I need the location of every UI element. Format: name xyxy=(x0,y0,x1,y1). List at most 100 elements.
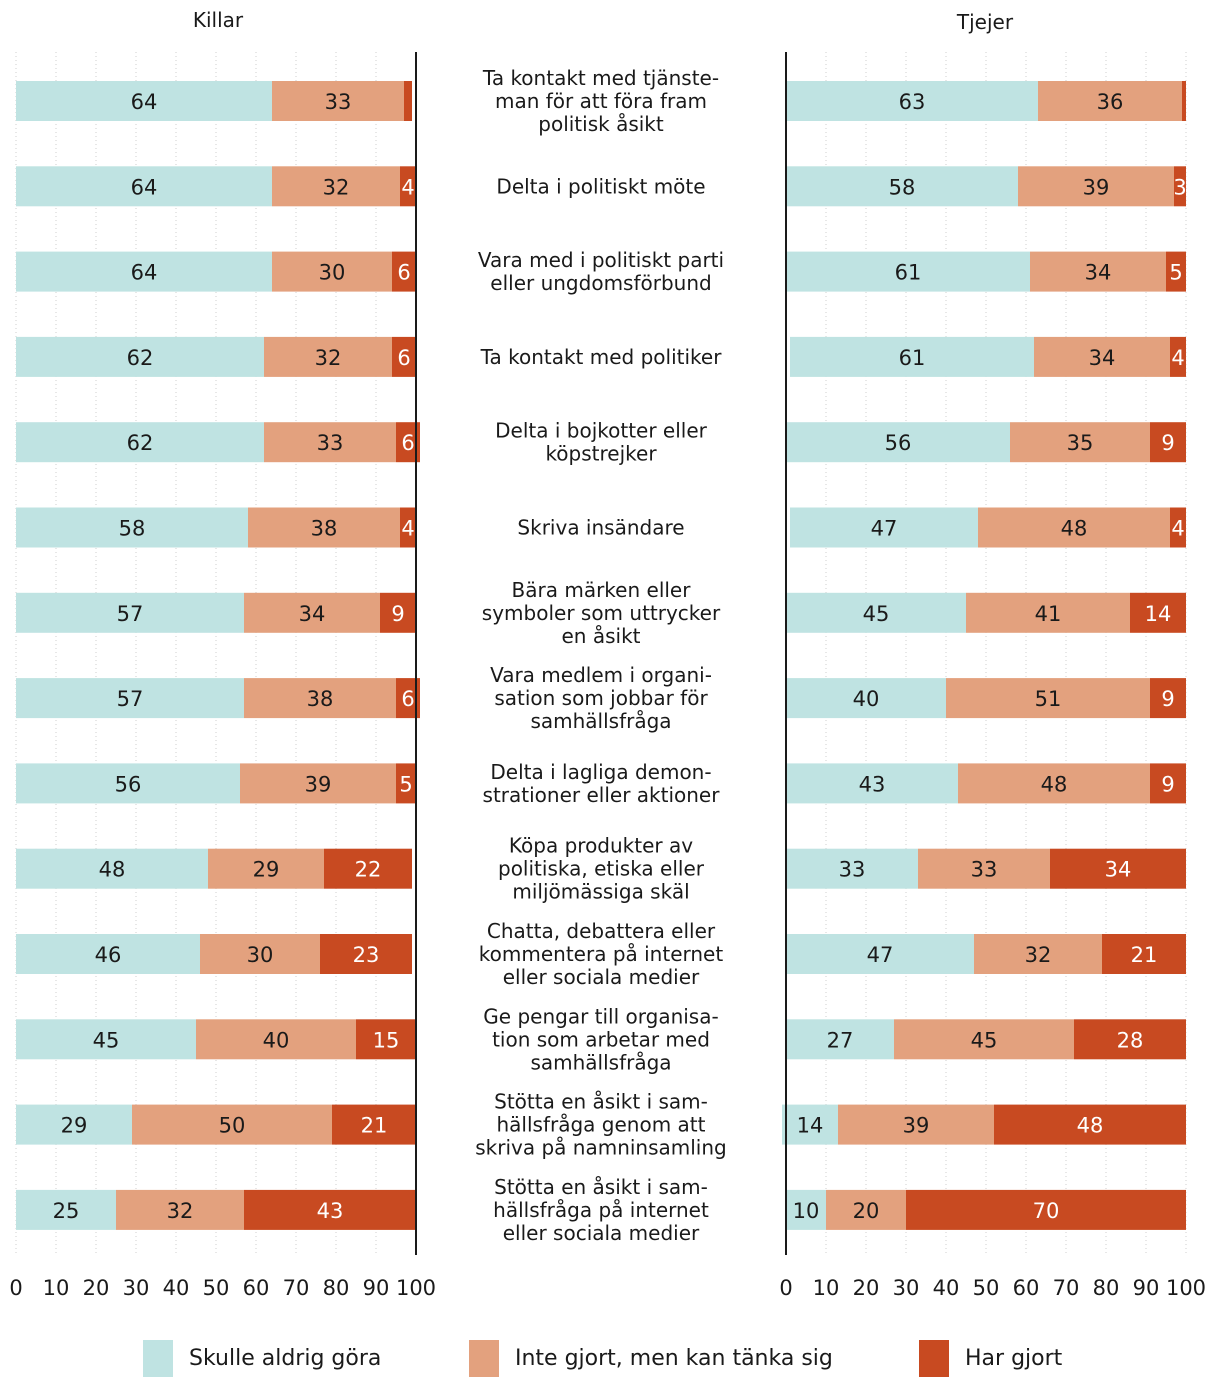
bar-segment xyxy=(16,422,264,463)
data-label: 48 xyxy=(99,858,126,882)
x-tick-label: 20 xyxy=(853,1276,880,1300)
data-label: 33 xyxy=(839,858,866,882)
bar-segment xyxy=(1150,422,1186,463)
x-tick-label: 80 xyxy=(1093,1276,1120,1300)
data-label: 32 xyxy=(315,346,342,370)
category-label: samhällsfråga xyxy=(530,1050,671,1074)
category-label: eller sociala medier xyxy=(503,1221,700,1245)
x-tick-label: 20 xyxy=(83,1276,110,1300)
bar-segment xyxy=(16,251,272,292)
data-label: 29 xyxy=(253,858,280,882)
bar-segment xyxy=(324,848,412,889)
data-label: 38 xyxy=(311,517,338,541)
category-label: Delta i politiskt möte xyxy=(496,174,705,198)
bar-segment xyxy=(396,763,416,804)
bar-segment xyxy=(404,81,412,121)
bar-segment xyxy=(838,1104,994,1145)
category-label: politisk åsikt xyxy=(538,112,664,136)
data-label: 43 xyxy=(859,772,886,796)
data-label: 46 xyxy=(95,943,122,967)
data-label: 48 xyxy=(1061,517,1088,541)
bar-segment xyxy=(16,336,264,377)
x-tick-label: 70 xyxy=(283,1276,310,1300)
data-label: 51 xyxy=(1035,687,1062,711)
data-label: 5 xyxy=(399,772,412,796)
data-label: 70 xyxy=(1033,1199,1060,1223)
data-label: 61 xyxy=(899,346,926,370)
bar-segment xyxy=(786,251,1030,292)
data-label: 57 xyxy=(117,602,144,626)
data-label: 48 xyxy=(1041,772,1068,796)
bar-segment xyxy=(16,934,200,974)
bar-segment xyxy=(790,507,978,548)
data-label: 27 xyxy=(827,1028,854,1052)
category-label: kommentera på internet xyxy=(479,942,724,966)
bar-segment xyxy=(782,1104,838,1145)
data-label: 47 xyxy=(867,943,894,967)
x-tick-label: 50 xyxy=(973,1276,1000,1300)
bar-segment xyxy=(1010,422,1150,463)
x-tick-label: 10 xyxy=(813,1276,840,1300)
data-label: 45 xyxy=(971,1028,998,1052)
bar-segment xyxy=(272,166,400,207)
category-label: Skriva insändare xyxy=(517,516,684,540)
category-label: hällsfråga på internet xyxy=(493,1198,709,1222)
panel-title: Tjejer xyxy=(956,10,1014,34)
bar-segment xyxy=(240,763,396,804)
data-label: 57 xyxy=(117,687,144,711)
category-label: skriva på namninsamling xyxy=(475,1136,727,1160)
bar-segment xyxy=(786,934,974,974)
data-label: 45 xyxy=(93,1028,120,1052)
bar-segment xyxy=(786,1189,826,1230)
data-label: 40 xyxy=(853,687,880,711)
bar-segment xyxy=(392,336,416,377)
legend: Skulle aldrig göra xyxy=(143,1340,381,1377)
x-tick-label: 40 xyxy=(933,1276,960,1300)
x-tick-label: 30 xyxy=(123,1276,150,1300)
data-label: 61 xyxy=(895,261,922,285)
data-label: 21 xyxy=(1131,943,1158,967)
bar-segment xyxy=(918,848,1050,889)
data-label: 38 xyxy=(307,687,334,711)
bar-segment xyxy=(116,1189,244,1230)
data-label: 48 xyxy=(1077,1114,1104,1138)
data-label: 14 xyxy=(797,1114,824,1138)
legend-swatch-could xyxy=(469,1340,499,1377)
bar-segment xyxy=(786,1019,894,1060)
data-label: 30 xyxy=(247,943,274,967)
category-label: miljömässiga skäl xyxy=(512,880,689,904)
bar-segment xyxy=(244,592,380,633)
category-label: Ge pengar till organisa- xyxy=(483,1004,718,1028)
bar-segment xyxy=(400,166,416,207)
x-tick-label: 0 xyxy=(779,1276,792,1300)
data-label: 4 xyxy=(1171,346,1184,370)
data-label: 34 xyxy=(1085,261,1112,285)
x-tick-label: 80 xyxy=(323,1276,350,1300)
data-label: 28 xyxy=(1117,1028,1144,1052)
category-label: symboler som uttrycker xyxy=(482,601,721,625)
bar-segment xyxy=(392,251,416,292)
bar-segment xyxy=(320,934,412,974)
bar-segment xyxy=(1166,251,1186,292)
data-label: 62 xyxy=(127,431,154,455)
bar-segment xyxy=(272,81,404,121)
data-label: 22 xyxy=(355,858,382,882)
data-label: 9 xyxy=(1161,687,1174,711)
data-label: 64 xyxy=(131,175,158,199)
x-tick-label: 70 xyxy=(1053,1276,1080,1300)
data-label: 40 xyxy=(263,1028,290,1052)
data-label: 32 xyxy=(323,175,350,199)
bar-segment xyxy=(1130,592,1186,633)
legend-label-never: Skulle aldrig göra xyxy=(189,1346,382,1371)
bar-segment xyxy=(1174,166,1186,207)
category-label: man för att föra fram xyxy=(495,89,707,113)
bar-segment xyxy=(356,1019,416,1060)
data-label: 64 xyxy=(131,261,158,285)
x-tick-label: 100 xyxy=(396,1276,436,1300)
data-label: 45 xyxy=(863,602,890,626)
category-label: tion som arbetar med xyxy=(492,1027,710,1051)
bar-segment xyxy=(894,1019,1074,1060)
data-label: 9 xyxy=(1161,431,1174,455)
category-label: Stötta en åsikt i sam- xyxy=(494,1090,708,1114)
